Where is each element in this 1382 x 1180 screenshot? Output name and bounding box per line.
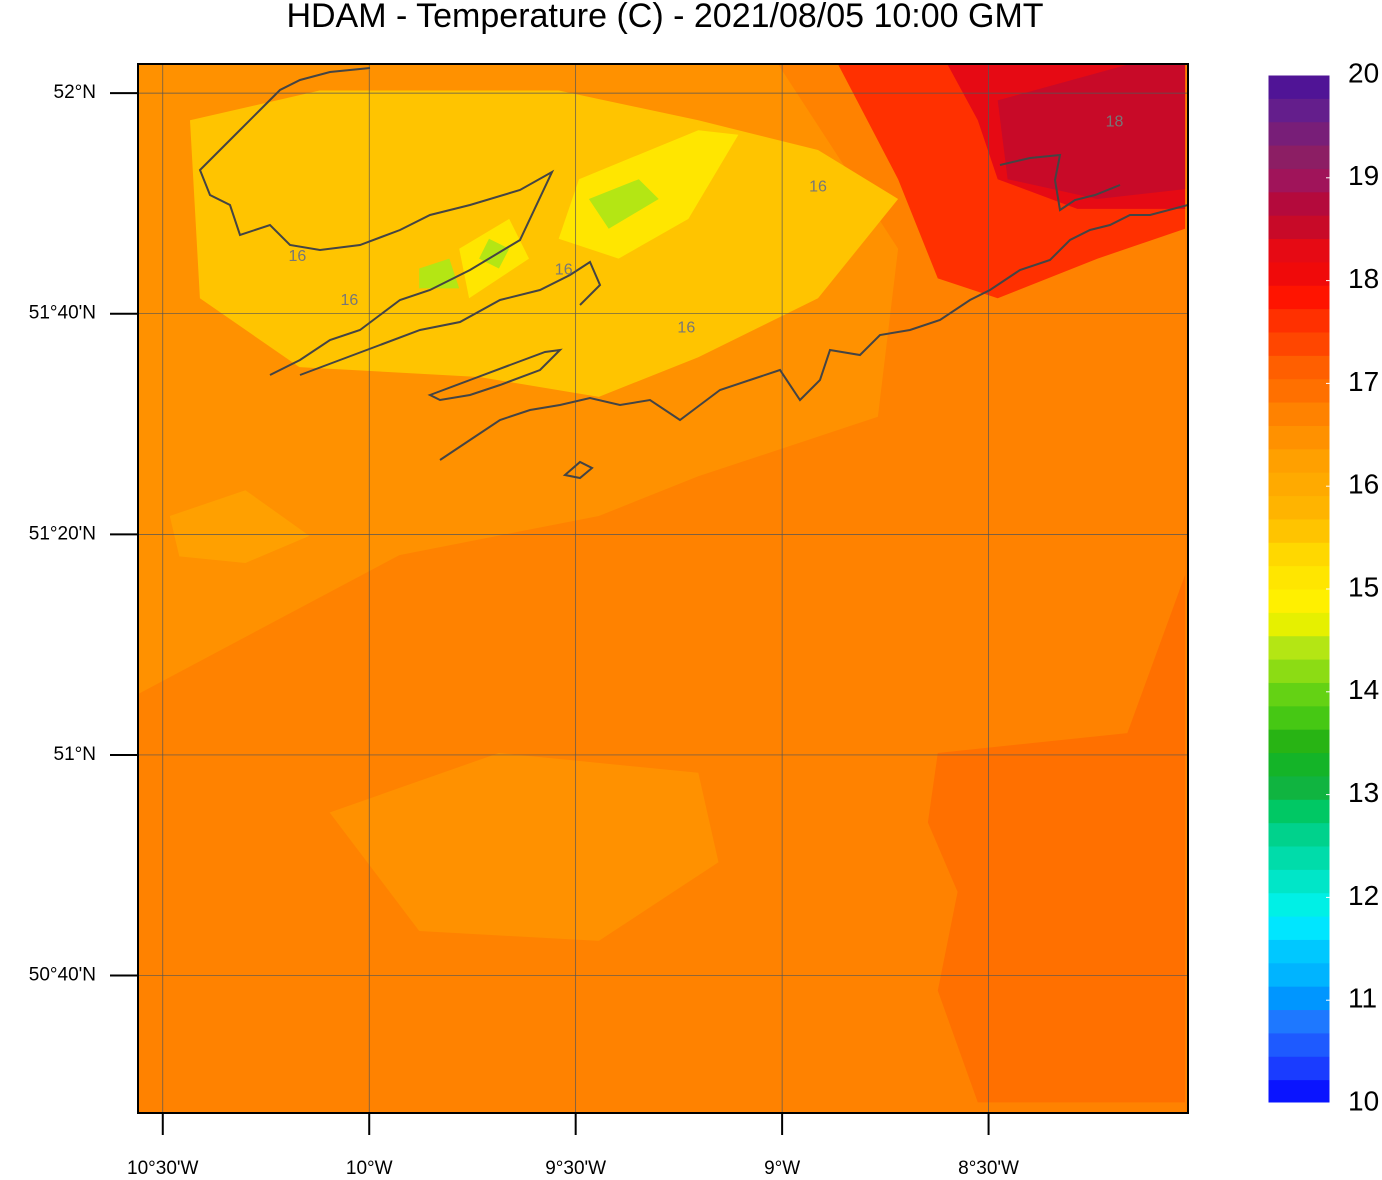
colorbar-band — [1268, 635, 1330, 660]
temperature-field — [138, 64, 1188, 1113]
coastline — [299, 260, 602, 376]
colorbar-band — [1268, 822, 1330, 847]
colorbar-band — [1268, 121, 1330, 146]
colorbar-label: 14 — [1348, 674, 1379, 705]
colorbar-band — [1268, 799, 1330, 824]
y-tick-label: 51°40'N — [29, 303, 96, 324]
colorbar-band — [1268, 1056, 1330, 1081]
coastline — [439, 204, 1188, 461]
colorbar-band — [1268, 285, 1330, 310]
coastline — [427, 348, 563, 402]
colorbar-band — [1268, 98, 1330, 123]
colorbar-band — [1268, 589, 1330, 613]
colorbar-band — [1268, 752, 1330, 777]
colorbar-band — [1268, 472, 1330, 497]
colorbar-label: 13 — [1348, 777, 1379, 808]
contour-labels: 16 16 16 16 16 18 — [288, 113, 1123, 336]
colorbar-band — [1268, 729, 1330, 754]
contour-label: 18 — [1106, 113, 1124, 130]
y-tick-label: 52°N — [54, 82, 96, 103]
temperature-region — [927, 574, 1186, 1103]
colorbar-band — [1268, 355, 1330, 380]
colorbar-band — [1268, 962, 1330, 987]
colorbar-band — [1268, 191, 1330, 216]
colorbar-band — [1268, 168, 1330, 193]
colorbar-band — [1268, 518, 1330, 543]
y-tick-label: 51°N — [54, 744, 96, 765]
colorbar-label: 17 — [1348, 366, 1379, 397]
x-tick-label: 10°W — [346, 1158, 393, 1179]
contour-label: 16 — [341, 292, 359, 309]
map-title: HDAM - Temperature (C) - 2021/08/05 10:0… — [286, 0, 1043, 35]
temperature-region — [169, 490, 310, 563]
temperature-region — [190, 90, 899, 397]
colorbar-label: 18 — [1348, 263, 1379, 294]
colorbar: 10 11 12 13 14 15 16 17 18 19 20 — [1267, 57, 1379, 1116]
colorbar-band — [1268, 332, 1330, 356]
colorbar-band — [1268, 869, 1330, 894]
plot-frame — [137, 63, 1189, 1114]
colorbar-label: 20 — [1348, 57, 1379, 88]
temperature-region — [588, 179, 659, 229]
colorbar-band — [1268, 238, 1330, 263]
colorbar-band — [1268, 145, 1330, 169]
contour-label: 16 — [555, 262, 573, 279]
x-tick-label: 9°30'W — [545, 1158, 606, 1179]
colorbar-label: 15 — [1348, 571, 1379, 602]
colorbar-band — [1268, 659, 1330, 683]
colorbar-band — [1268, 378, 1330, 403]
colorbar-band — [1268, 425, 1330, 450]
temperature-region — [997, 64, 1186, 199]
x-tick-label: 8°30'W — [958, 1158, 1019, 1179]
colorbar-band — [1268, 939, 1330, 964]
colorbar-band — [1268, 495, 1330, 520]
x-tick-label: 10°30'W — [127, 1158, 198, 1179]
colorbar-band — [1268, 682, 1330, 707]
colorbar-band — [1268, 612, 1330, 637]
y-tick-label: 51°20'N — [29, 523, 96, 544]
colorbar-band — [1268, 215, 1330, 240]
coastline — [562, 460, 594, 480]
graticule — [138, 64, 1188, 1113]
coastline — [999, 153, 1121, 212]
colorbar-label: 19 — [1348, 160, 1379, 191]
colorbar-band — [1268, 1079, 1330, 1104]
colorbar-band — [1268, 308, 1330, 333]
coastline — [198, 67, 1188, 480]
colorbar-label: 11 — [1348, 983, 1377, 1014]
colorbar-band — [1268, 705, 1330, 730]
colorbar-band — [1268, 986, 1330, 1011]
contour-label: 16 — [288, 248, 306, 265]
colorbar-band — [1268, 261, 1330, 286]
contour-label: 16 — [677, 319, 695, 336]
colorbar-band — [1268, 916, 1330, 940]
colorbar-label: 16 — [1348, 469, 1379, 500]
colorbar-label: 10 — [1348, 1085, 1379, 1116]
colorbar-band — [1268, 892, 1330, 917]
y-tick-label: 50°40'N — [29, 965, 96, 986]
colorbar-band — [1268, 402, 1330, 426]
colorbar-band — [1268, 542, 1330, 567]
coastline — [198, 67, 555, 376]
colorbar-band — [1268, 565, 1330, 590]
colorbar-band — [1268, 1009, 1330, 1034]
colorbar-band — [1268, 846, 1330, 870]
colorbar-band — [1268, 775, 1330, 800]
x-tick-label: 9°W — [764, 1158, 800, 1179]
colorbar-band — [1268, 448, 1330, 473]
colorbar-band — [1268, 75, 1330, 99]
colorbar-band — [1268, 1032, 1330, 1057]
contour-label: 16 — [809, 178, 827, 195]
temperature-region — [329, 753, 719, 941]
colorbar-label: 12 — [1348, 880, 1379, 911]
axes: 10°30'W 10°W 9°30'W 9°W 8°30'W 52°N 51°40'N 51°… — [29, 82, 1019, 1179]
